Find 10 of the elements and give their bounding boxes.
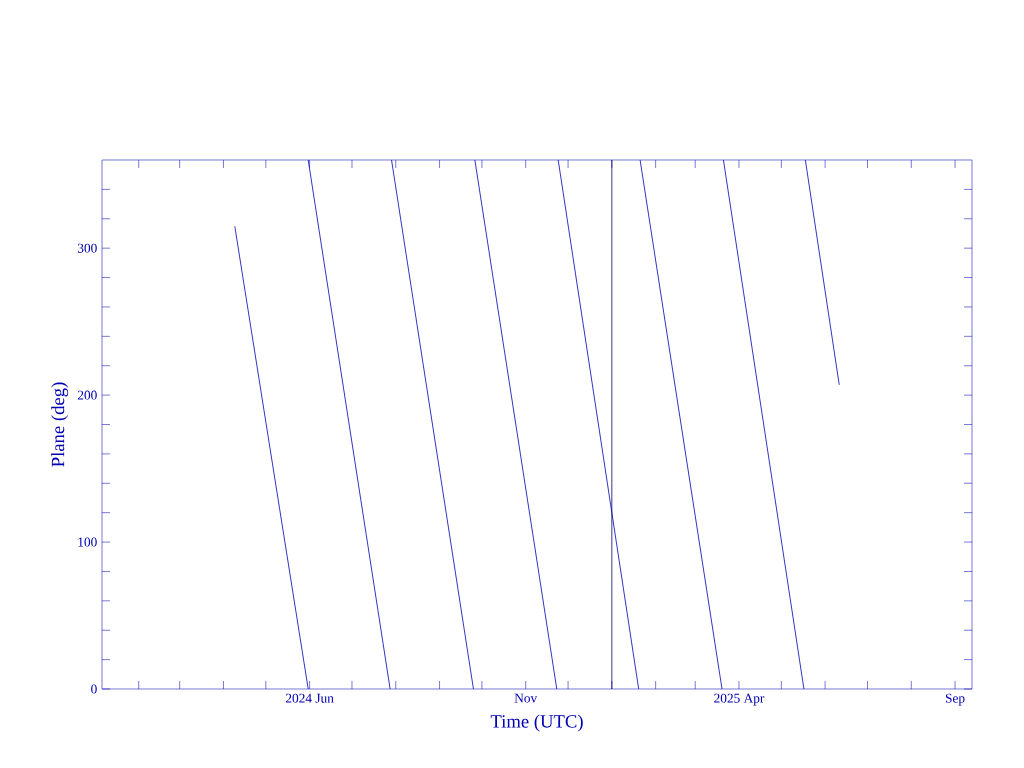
x-tick-label: 2025 Apr bbox=[714, 693, 765, 706]
x-axis-title: Time (UTC) bbox=[490, 714, 583, 732]
x-tick-label: 2024 Jun bbox=[285, 693, 334, 703]
y-axis-title: Plane (deg) bbox=[51, 382, 69, 467]
x-tick-label: Sep bbox=[945, 693, 965, 706]
x-tick-label: Nov bbox=[514, 693, 538, 703]
y-tick-label: 200 bbox=[77, 390, 97, 400]
y-tick-label: 0 bbox=[91, 684, 97, 694]
y-tick-label: 300 bbox=[77, 243, 97, 253]
y-tick-label: 100 bbox=[78, 537, 97, 547]
